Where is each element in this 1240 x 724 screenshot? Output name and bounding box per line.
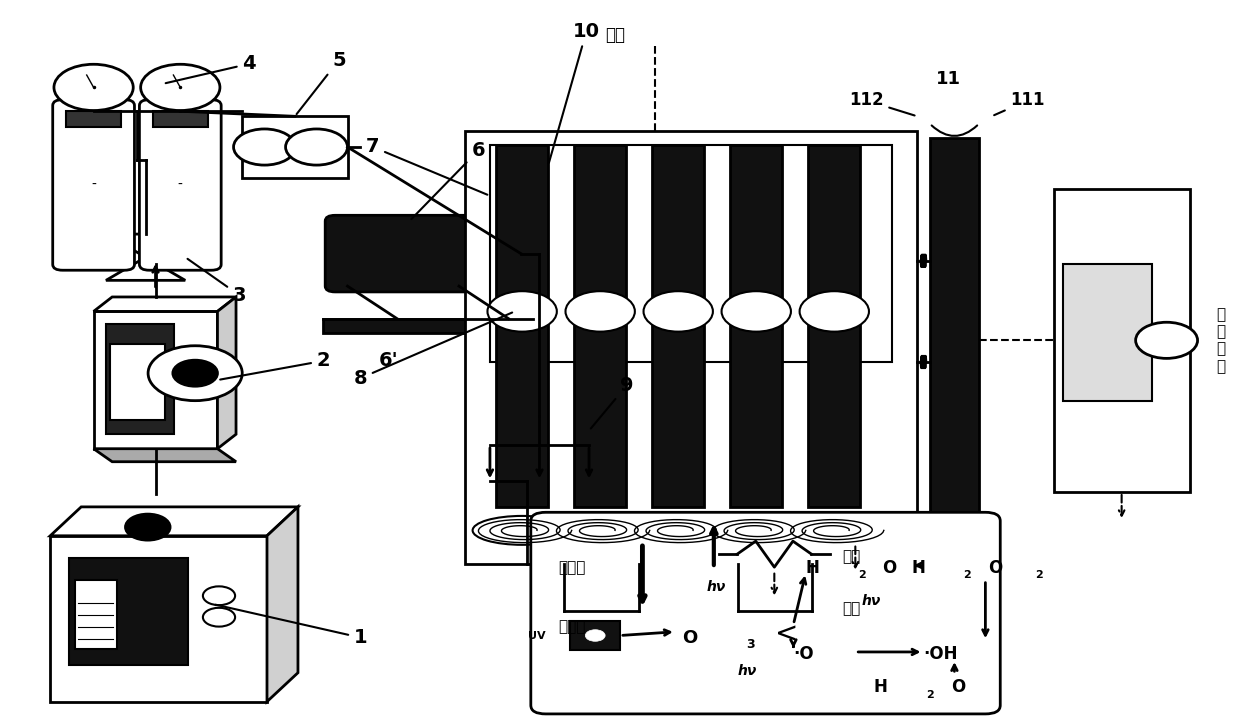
FancyBboxPatch shape [730,146,782,507]
FancyBboxPatch shape [465,131,918,564]
FancyBboxPatch shape [496,146,548,507]
Circle shape [800,291,869,332]
Polygon shape [105,257,185,280]
Text: 11: 11 [936,70,961,88]
Text: H: H [911,559,925,576]
FancyBboxPatch shape [74,580,117,649]
Text: hν: hν [862,594,880,608]
Text: 2: 2 [858,571,866,581]
Text: O: O [682,628,697,647]
FancyBboxPatch shape [930,138,980,543]
Polygon shape [93,297,236,311]
Circle shape [125,514,170,540]
Text: 供电: 供电 [605,27,625,44]
Circle shape [644,291,713,332]
FancyBboxPatch shape [93,311,217,449]
Circle shape [1136,322,1198,358]
FancyBboxPatch shape [51,536,267,702]
Circle shape [203,608,236,626]
FancyBboxPatch shape [570,621,620,650]
FancyBboxPatch shape [67,111,120,127]
Text: 8: 8 [353,313,512,387]
Text: 2: 2 [963,571,971,581]
FancyBboxPatch shape [652,146,704,507]
FancyBboxPatch shape [1064,264,1152,401]
Text: 6': 6' [378,350,398,370]
Circle shape [585,630,605,641]
Polygon shape [217,297,236,449]
Text: 10: 10 [549,22,600,163]
Circle shape [172,361,217,386]
FancyBboxPatch shape [68,558,188,665]
Text: <: < [775,620,799,648]
Text: ·OH: ·OH [924,645,959,663]
Circle shape [55,64,133,111]
Circle shape [487,291,557,332]
Text: O: O [951,678,965,696]
Text: 9: 9 [590,376,634,429]
Text: ·O: ·O [794,645,813,663]
Text: 5: 5 [296,51,346,114]
FancyBboxPatch shape [325,215,531,292]
Polygon shape [267,507,298,702]
Text: 3: 3 [187,258,246,305]
Circle shape [203,586,236,605]
Text: UV: UV [528,631,546,641]
Text: 4: 4 [166,54,255,83]
Text: 111: 111 [994,91,1044,115]
Text: 112: 112 [849,91,915,116]
Polygon shape [51,507,298,536]
Polygon shape [93,449,236,462]
Circle shape [565,291,635,332]
FancyBboxPatch shape [109,345,165,420]
Text: 3: 3 [746,639,755,652]
FancyBboxPatch shape [322,319,533,333]
FancyBboxPatch shape [53,100,134,270]
FancyBboxPatch shape [153,111,207,127]
FancyBboxPatch shape [808,146,861,507]
FancyBboxPatch shape [1054,188,1189,492]
Circle shape [140,64,219,111]
Circle shape [722,291,791,332]
Text: 6: 6 [412,141,485,219]
Circle shape [148,346,242,400]
FancyBboxPatch shape [574,146,626,507]
Text: H: H [874,678,888,696]
Text: O: O [988,559,1002,576]
Polygon shape [105,234,185,257]
FancyBboxPatch shape [105,324,174,434]
Text: hν: hν [738,664,758,678]
Text: 1: 1 [216,605,367,647]
Text: 2: 2 [1035,571,1043,581]
FancyBboxPatch shape [490,146,893,362]
FancyBboxPatch shape [139,100,221,270]
Text: H: H [806,559,820,576]
Text: -: - [177,177,182,192]
FancyBboxPatch shape [242,117,347,177]
Circle shape [233,129,295,165]
Text: 供臭氧: 供臭氧 [558,620,585,634]
Text: 2: 2 [926,690,934,700]
Text: O: O [883,559,897,576]
Text: 微气泡: 微气泡 [558,560,585,576]
Text: 7: 7 [366,138,487,195]
Text: 2: 2 [221,351,330,379]
Text: 空化: 空化 [842,601,861,616]
Text: 超声: 超声 [842,550,861,565]
FancyBboxPatch shape [531,513,1001,714]
Circle shape [285,129,347,165]
Text: -: - [92,177,95,192]
Text: hν: hν [707,580,725,594]
Text: 检
测
仪
器: 检 测 仪 器 [1216,307,1225,374]
